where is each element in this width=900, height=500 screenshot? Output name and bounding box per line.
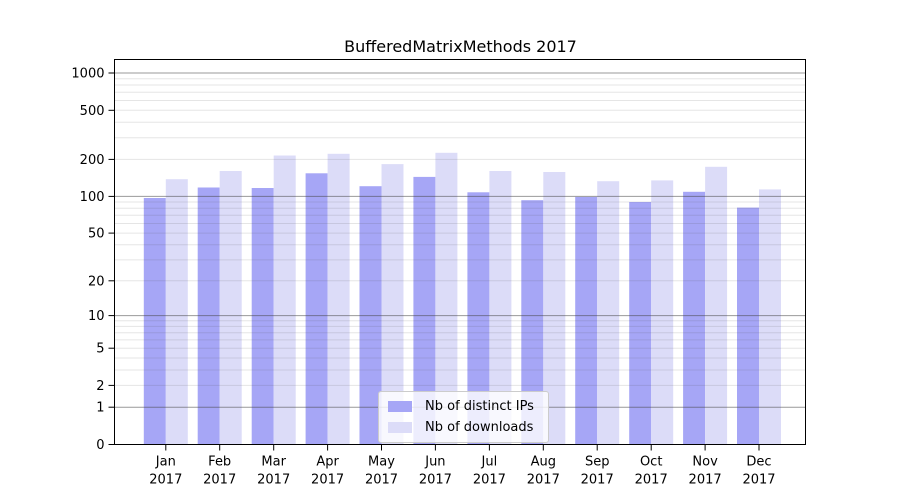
bar: [629, 202, 652, 445]
bar: [759, 189, 781, 445]
minor-gridlines: [114, 78, 806, 386]
x-tick-label-month: Nov: [692, 455, 718, 470]
x-axis: Jan 2017 Feb 2017 Mar 2017 Apr 2017 May 2017 Jun 20…: [149, 444, 776, 488]
y-tick-label: 500: [80, 104, 105, 119]
y-tick-label: 20: [88, 274, 105, 289]
legend-swatch-downloads: [388, 422, 412, 433]
bar: [683, 191, 706, 445]
x-tick-label-month: Dec: [746, 455, 771, 470]
x-tick-label-year: 2017: [257, 473, 290, 488]
bar: [435, 152, 458, 445]
bar: [305, 173, 328, 445]
plot-border: [114, 59, 806, 445]
x-tick-label-month: Sep: [585, 455, 610, 470]
bar: [651, 180, 674, 445]
legend-label-downloads: Nb of downloads: [425, 420, 534, 435]
bar: [467, 192, 490, 445]
x-tick-label-year: 2017: [311, 473, 344, 488]
y-tick-label: 10: [88, 309, 105, 324]
bars-distinct-ips: [143, 173, 759, 445]
x-tick-label-year: 2017: [635, 473, 668, 488]
y-tick-label: 0: [96, 438, 104, 453]
x-tick-label-month: May: [368, 455, 395, 470]
legend-item-distinct-ips: Nb of distinct IPs: [388, 399, 534, 414]
bar: [251, 188, 274, 445]
bars-downloads: [165, 152, 781, 445]
bar: [489, 171, 512, 445]
x-tick-label-year: 2017: [419, 473, 452, 488]
x-tick-label-month: Jan: [155, 455, 176, 470]
bar: [381, 164, 404, 445]
bar: [327, 153, 350, 445]
x-tick-label-year: 2017: [581, 473, 614, 488]
x-tick-label-month: Jun: [424, 455, 445, 470]
x-tick-label-month: Aug: [531, 455, 556, 470]
x-tick-label-year: 2017: [742, 473, 775, 488]
legend-item-downloads: Nb of downloads: [388, 420, 534, 435]
x-tick-label-month: Oct: [640, 455, 662, 470]
bar: [143, 198, 166, 445]
bar: [705, 166, 728, 445]
chart-title: BufferedMatrixMethods 2017: [344, 37, 577, 56]
y-tick-label: 100: [80, 190, 105, 205]
bar: [219, 171, 242, 445]
x-tick-label-year: 2017: [365, 473, 398, 488]
y-tick-label: 50: [88, 227, 105, 242]
x-tick-label-year: 2017: [203, 473, 236, 488]
legend-label-distinct-ips: Nb of distinct IPs: [425, 399, 534, 414]
x-tick-label-month: Jul: [481, 455, 498, 470]
bar: [273, 155, 296, 445]
bar: [413, 176, 436, 445]
bar: [165, 179, 188, 445]
bar: [575, 196, 598, 445]
y-tick-label: 5: [96, 342, 104, 357]
y-tick-label: 2: [96, 379, 104, 394]
legend: Nb of distinct IPs Nb of downloads: [378, 391, 549, 443]
x-tick-label-month: Mar: [261, 455, 286, 470]
y-tick-label: 200: [80, 153, 105, 168]
x-tick-label-month: Apr: [316, 455, 339, 470]
x-tick-label-year: 2017: [689, 473, 722, 488]
x-tick-label-year: 2017: [527, 473, 560, 488]
legend-swatch-distinct-ips: [388, 401, 412, 412]
bar: [521, 200, 544, 445]
bar: [737, 207, 759, 445]
bar: [543, 172, 566, 445]
bar: [597, 181, 620, 445]
x-tick-label-year: 2017: [149, 473, 182, 488]
y-tick-label: 1000: [71, 67, 104, 82]
y-tick-label: 1: [96, 401, 104, 416]
x-tick-label-month: Feb: [208, 455, 231, 470]
x-tick-label-year: 2017: [473, 473, 506, 488]
